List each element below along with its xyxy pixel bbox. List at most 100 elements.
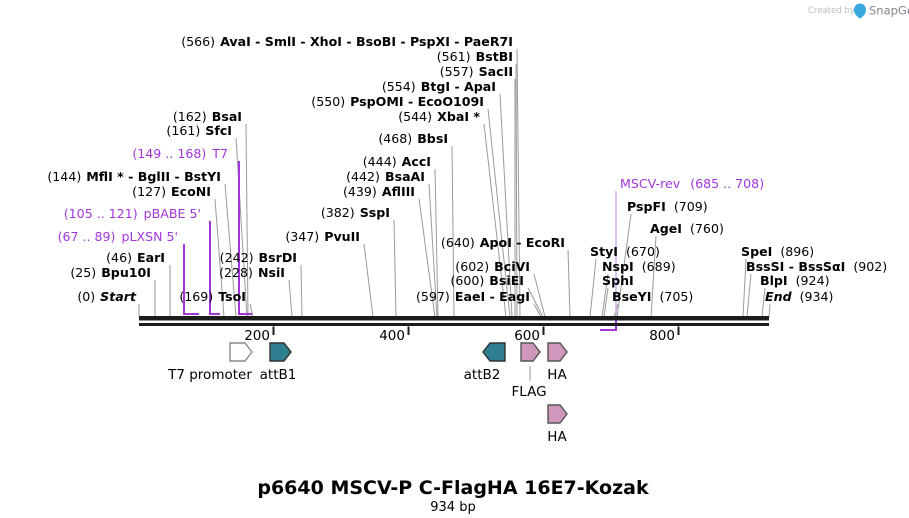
- primer-annealing-marker-mscv-rev: [600, 316, 617, 331]
- enzyme-site-label: (557) SacII: [440, 64, 513, 79]
- enzyme-site-label: (597) EaeI - EagI: [416, 289, 530, 304]
- leader-line: [616, 213, 632, 318]
- axis-tick-label: 200: [244, 328, 270, 344]
- leader-line: [428, 183, 438, 318]
- primer-annealing-marker-t7: [238, 161, 252, 315]
- map-length: 934 bp: [430, 500, 475, 515]
- enzyme-site-label: (382) SspI: [321, 205, 390, 220]
- map-title-block: p6640 MSCV-P C-FlagHA 16E7-Kozak 934 bp: [257, 477, 649, 515]
- leader-lines: [138, 48, 771, 318]
- leader-line: [451, 145, 455, 318]
- enzyme-site-label: (554) BtgI - ApaI: [382, 79, 496, 94]
- enzyme-site-label: (468) BbsI: [378, 131, 448, 146]
- snapgene-icon: [854, 3, 866, 19]
- map-title: p6640 MSCV-P C-FlagHA 16E7-Kozak: [257, 477, 649, 499]
- feature-label-attb1: attB1: [260, 367, 297, 383]
- leader-line: [434, 168, 439, 318]
- enzyme-site-label: (162) BsaI: [173, 109, 242, 124]
- leader-line: [224, 183, 237, 318]
- leader-line: [567, 249, 571, 318]
- feature-arrow-t7-promoter: [229, 342, 253, 362]
- axis-tick-label: 400: [379, 328, 405, 344]
- enzyme-site-label: (444) AccI: [363, 154, 431, 169]
- created-by-text: Created by: [808, 6, 855, 16]
- leader-line: [515, 63, 518, 318]
- enzyme-site-label: (25) Bpu10I: [70, 265, 151, 280]
- enzyme-site-label: StyI (670): [590, 244, 660, 259]
- leader-line: [418, 198, 436, 318]
- primer-label: (149 .. 168) T7: [132, 146, 228, 161]
- snapgene-wordmark: SnapGene: [869, 4, 909, 18]
- primer-label: MSCV-rev (685 .. 708): [620, 176, 764, 191]
- enzyme-site-label: (602) BciVI: [455, 259, 530, 274]
- primer-label: (105 .. 121) pBABE 5': [64, 206, 201, 221]
- enzyme-site-label: (561) BstBI: [437, 49, 513, 64]
- enzyme-site-labels-right: StyI (670) NspI (689) SphI BseYI (705) PspF…: [590, 199, 887, 304]
- leader-line: [487, 108, 511, 318]
- leader-line: [288, 279, 293, 318]
- primer-markers: [183, 161, 617, 331]
- end-label: End (934): [765, 289, 833, 304]
- leader-line: [742, 258, 747, 318]
- feature-arrow-ha: [547, 342, 568, 362]
- leader-line: [393, 219, 397, 318]
- enzyme-site-label: (640) ApoI - EcoRI: [441, 235, 565, 250]
- primer-annealing-marker-pbabe: [209, 221, 220, 315]
- feature-arrow-flag: [520, 342, 541, 362]
- enzyme-site-label: AgeI (760): [650, 221, 724, 236]
- leader-line: [768, 303, 771, 318]
- axis: 200 400 600 800: [244, 326, 680, 344]
- feature-arrow-attb1: [269, 342, 292, 362]
- enzyme-site-label: (161) SfcI: [166, 123, 232, 138]
- enzyme-site-label: SpeI (896): [741, 244, 814, 259]
- leader-line: [249, 303, 254, 318]
- enzyme-site-label: PspFI (709): [627, 199, 708, 214]
- leader-line: [603, 287, 609, 318]
- enzyme-site-label: SphI: [602, 273, 634, 288]
- feature-label-ha: HA: [547, 367, 567, 383]
- feature-label-t7-promoter: T7 promoter: [167, 367, 252, 383]
- leader-line: [533, 303, 542, 318]
- primer-label: (67 .. 89) pLXSN 5': [58, 229, 178, 244]
- start-label: (0) Start: [77, 289, 137, 304]
- feature-label-flag: FLAG: [511, 384, 546, 400]
- enzyme-site-label: (442) BsaAI: [346, 169, 425, 184]
- enzyme-site-label: (347) PvuII: [285, 229, 360, 244]
- enzyme-site-label: (169) TsoI: [179, 289, 246, 304]
- enzyme-site-label: NspI (689): [602, 259, 676, 274]
- axis-tick-label: 800: [649, 328, 675, 344]
- enzyme-site-label: BlpI (924): [760, 273, 830, 288]
- enzyme-site-label: (242) BsrDI: [220, 250, 297, 265]
- enzyme-site-label: BseYI (705): [612, 289, 693, 304]
- leader-line: [516, 48, 521, 318]
- leader-line: [499, 93, 513, 318]
- enzyme-site-label: (228) NsiI: [219, 265, 285, 280]
- leader-line: [601, 273, 609, 318]
- leader-line: [245, 123, 249, 318]
- leader-line: [235, 137, 248, 318]
- leader-line: [746, 273, 752, 318]
- enzyme-site-label: (127) EcoNI: [132, 184, 211, 199]
- feature-arrow-attb2: [482, 342, 506, 362]
- primer-annealing-marker-plxsn: [183, 244, 199, 315]
- enzyme-site-label: (600) BsiEI: [450, 273, 524, 288]
- leader-line: [589, 258, 597, 318]
- enzyme-site-label: (550) PspOMI - EcoO109I: [311, 94, 484, 109]
- plasmid-backbone: [139, 316, 769, 326]
- feature-arrows: [229, 342, 568, 424]
- snapgene-logo: Created by SnapGene: [808, 3, 909, 19]
- feature-label-ha-2: HA: [547, 429, 567, 445]
- leader-line: [650, 235, 657, 318]
- leader-line: [527, 287, 544, 318]
- leader-line: [761, 287, 766, 318]
- feature-arrow-ha-2: [547, 404, 568, 424]
- leader-line: [483, 123, 507, 318]
- axis-tick-label: 600: [514, 328, 540, 344]
- feature-label-attb2: attB2: [464, 367, 501, 383]
- leader-line: [300, 264, 303, 318]
- enzyme-site-label: (566) AvaI - SmlI - XhoI - BsoBI - PspXI …: [181, 34, 513, 49]
- enzyme-site-label: (544) XbaI *: [398, 109, 480, 124]
- enzyme-site-label: BssSI - BssSαI (902): [746, 259, 887, 274]
